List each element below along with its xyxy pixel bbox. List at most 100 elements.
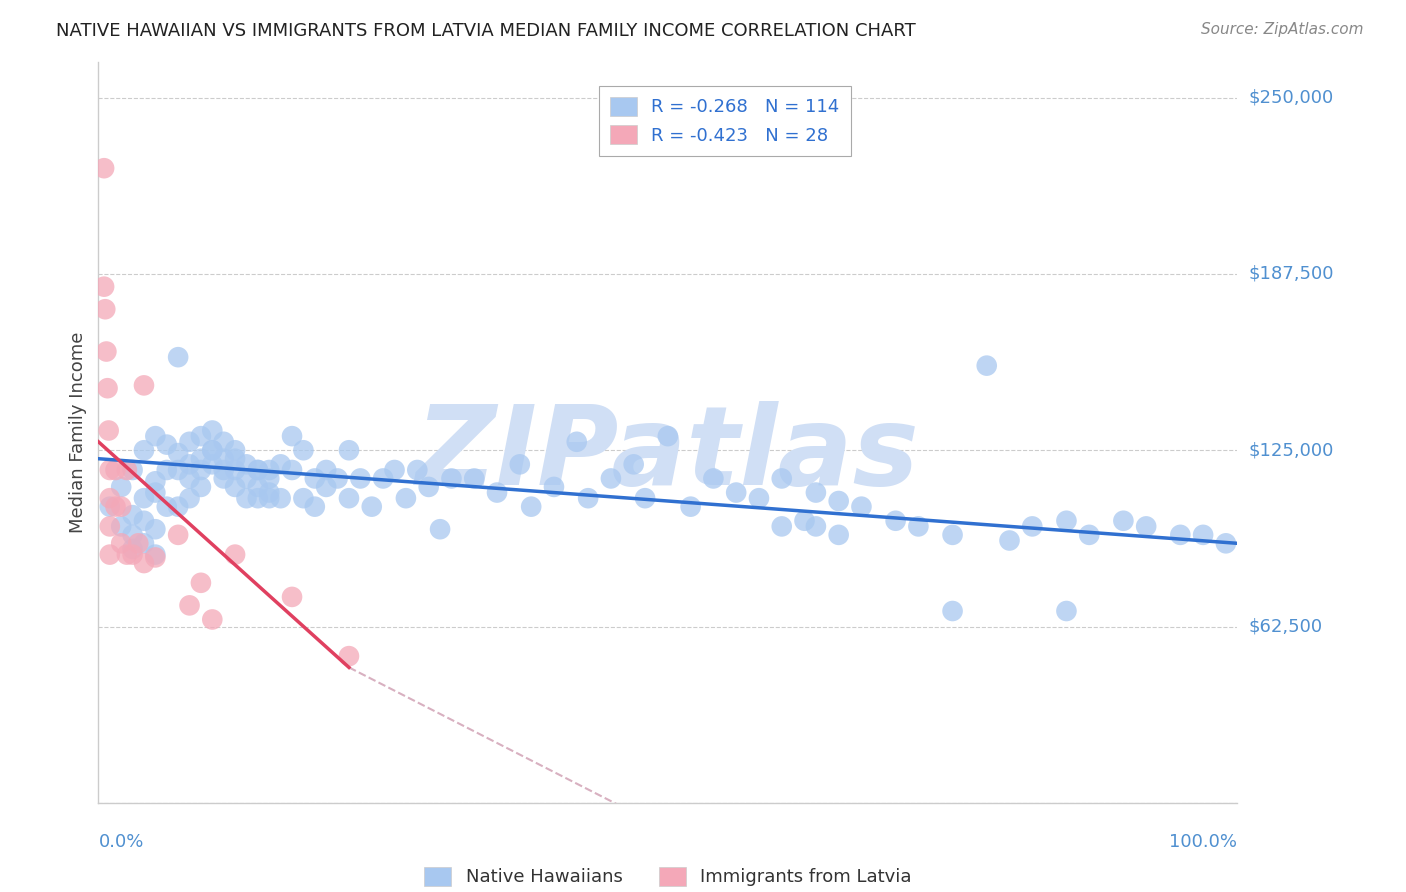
Point: [127, 536, 149, 550]
Point: [98, 500, 121, 514]
Point: [179, 458, 201, 472]
Point: [1054, 514, 1078, 528]
Point: [270, 458, 292, 472]
Point: [976, 359, 998, 373]
Point: [212, 463, 235, 477]
Point: [98, 519, 121, 533]
Point: [395, 491, 418, 506]
Point: [179, 599, 201, 613]
Text: $250,000: $250,000: [1249, 88, 1334, 107]
Point: [1192, 528, 1215, 542]
Point: [110, 519, 132, 533]
Point: [110, 480, 132, 494]
Point: [1021, 519, 1043, 533]
Point: [1170, 528, 1192, 542]
Point: [292, 491, 315, 506]
Point: [121, 463, 143, 477]
Point: [1215, 536, 1237, 550]
Point: [907, 519, 929, 533]
Point: [246, 480, 269, 494]
Point: [167, 350, 190, 364]
Point: [942, 604, 965, 618]
Point: [246, 463, 269, 477]
Point: [201, 612, 224, 626]
Point: [281, 429, 304, 443]
Text: $125,000: $125,000: [1249, 442, 1334, 459]
Point: [418, 480, 440, 494]
Point: [179, 491, 201, 506]
Point: [132, 378, 155, 392]
Point: [93, 161, 115, 176]
Point: [486, 485, 509, 500]
Point: [115, 463, 138, 477]
Point: [179, 471, 201, 485]
Text: 0.0%: 0.0%: [98, 833, 143, 851]
Point: [770, 519, 793, 533]
Point: [440, 471, 463, 485]
Text: ZIPatlas: ZIPatlas: [416, 401, 920, 508]
Point: [1112, 514, 1135, 528]
Point: [623, 458, 645, 472]
Point: [292, 443, 315, 458]
Text: $187,500: $187,500: [1249, 265, 1334, 283]
Point: [132, 514, 155, 528]
Point: [337, 443, 360, 458]
Point: [679, 500, 702, 514]
Point: [770, 471, 793, 485]
Point: [167, 446, 190, 460]
Point: [463, 471, 485, 485]
Point: [212, 451, 235, 466]
Point: [804, 485, 827, 500]
Point: [371, 471, 394, 485]
Point: [212, 471, 235, 485]
Point: [121, 548, 143, 562]
Point: [145, 485, 167, 500]
Point: [657, 429, 679, 443]
Point: [145, 429, 167, 443]
Point: [145, 522, 167, 536]
Point: [167, 500, 190, 514]
Point: [304, 500, 326, 514]
Text: $62,500: $62,500: [1249, 617, 1323, 635]
Point: [828, 494, 851, 508]
Point: [156, 463, 179, 477]
Point: [576, 491, 599, 506]
Point: [115, 548, 138, 562]
Point: [190, 451, 212, 466]
Point: [224, 451, 246, 466]
Point: [145, 548, 167, 562]
Point: [1078, 528, 1101, 542]
Point: [98, 491, 121, 506]
Point: [281, 463, 304, 477]
Point: [304, 471, 326, 485]
Point: [224, 548, 246, 562]
Point: [246, 463, 269, 477]
Point: [132, 536, 155, 550]
Point: [360, 500, 382, 514]
Point: [104, 463, 127, 477]
Text: NATIVE HAWAIIAN VS IMMIGRANTS FROM LATVIA MEDIAN FAMILY INCOME CORRELATION CHART: NATIVE HAWAIIAN VS IMMIGRANTS FROM LATVI…: [56, 22, 915, 40]
Point: [851, 500, 873, 514]
Point: [190, 429, 212, 443]
Text: 100.0%: 100.0%: [1170, 833, 1237, 851]
Point: [793, 514, 815, 528]
Point: [315, 463, 337, 477]
Point: [634, 491, 657, 506]
Point: [259, 463, 281, 477]
Point: [201, 458, 224, 472]
Point: [201, 443, 224, 458]
Point: [98, 463, 121, 477]
Point: [725, 485, 748, 500]
Point: [96, 344, 118, 359]
Point: [110, 500, 132, 514]
Point: [326, 471, 349, 485]
Point: [429, 522, 451, 536]
Point: [828, 528, 851, 542]
Point: [406, 463, 429, 477]
Point: [281, 590, 304, 604]
Point: [96, 381, 118, 395]
Point: [190, 575, 212, 590]
Point: [600, 471, 623, 485]
Point: [104, 500, 127, 514]
Point: [270, 491, 292, 506]
